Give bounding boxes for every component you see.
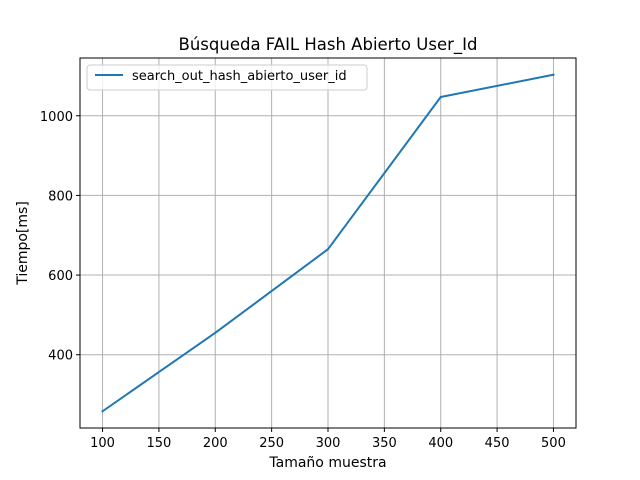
x-tick-label: 200 [203,436,228,451]
x-tick-label: 150 [146,436,171,451]
y-tick-label: 1000 [40,110,73,125]
tick-layer: 100 150 200 250 300 350 400 450 500 400 600 800 1000 [40,110,566,451]
x-tick-label: 450 [485,436,510,451]
series-layer [101,73,555,413]
x-tick-label: 300 [316,436,341,451]
data-point [214,331,217,334]
x-tick-label: 250 [259,436,284,451]
x-axis-label: Tamaño muestra [268,455,386,471]
x-tick-label: 350 [372,436,397,451]
x-tick-label: 100 [90,436,115,451]
data-point [101,410,104,413]
legend-box [86,64,368,91]
grid-layer [80,58,576,428]
data-point [327,248,329,251]
y-tick-label: 600 [48,269,73,284]
y-tick-label: 800 [48,189,73,204]
data-point [552,73,555,76]
legend: search_out_hash_abierto_user_id [86,64,368,91]
legend-label: search_out_hash_abierto_user_id [132,69,347,84]
y-tick-label: 400 [48,349,73,364]
x-tick-label: 400 [428,436,453,451]
data-point [439,96,442,99]
chart-title: Búsqueda FAIL Hash Abierto User_Id [179,35,478,55]
x-tick-label: 500 [541,436,566,451]
y-axis-label: Tiempo[ms] [15,201,31,286]
